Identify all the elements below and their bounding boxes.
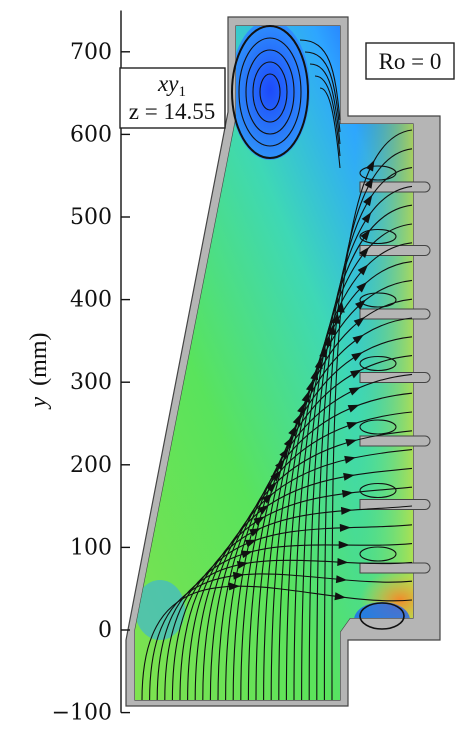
section-annotation: xy1 z = 14.55 bbox=[119, 67, 226, 129]
inlet-region bbox=[135, 580, 185, 640]
wall-slot bbox=[359, 308, 431, 320]
streamline-arrow bbox=[345, 438, 358, 447]
streamline-arrow bbox=[334, 592, 346, 601]
y-axis-label-var: y bbox=[26, 396, 52, 409]
wall-slot bbox=[359, 181, 431, 193]
streamline-arrow bbox=[335, 575, 348, 584]
streamline-arrow bbox=[357, 264, 369, 276]
y-tick-label: 400 bbox=[70, 288, 112, 313]
streamline-arrow bbox=[350, 369, 362, 379]
streamline-arrow bbox=[336, 301, 345, 313]
streamline-arrow bbox=[337, 558, 349, 566]
streamline-arrow bbox=[356, 282, 368, 293]
slot-vortex-streamline bbox=[359, 165, 397, 181]
streamline-arrow bbox=[344, 455, 356, 464]
streamline-arrow bbox=[364, 177, 374, 189]
vortex-streamline bbox=[238, 37, 302, 147]
streamline-arrow bbox=[341, 489, 354, 498]
wall-slot bbox=[359, 372, 431, 383]
streamline-arrow bbox=[314, 357, 323, 370]
streamline-arrow bbox=[353, 317, 365, 327]
y-axis-label: y (mm) bbox=[26, 333, 52, 410]
streamline-arrow bbox=[340, 506, 353, 515]
streamline-arrow bbox=[266, 481, 277, 493]
slot-vortex-streamline bbox=[359, 482, 397, 499]
streamline-arrow bbox=[363, 194, 373, 207]
streamline-arrow bbox=[257, 504, 269, 515]
streamline-arrow bbox=[360, 229, 371, 241]
corner-vortex-streamline bbox=[359, 602, 405, 630]
streamline-arrow bbox=[319, 346, 328, 358]
y-tick-label: 700 bbox=[70, 40, 112, 65]
streamline-arrow bbox=[346, 422, 359, 430]
streamline-arrow bbox=[339, 523, 351, 532]
streamline-arrow bbox=[358, 246, 370, 258]
rossby-annotation-box bbox=[365, 42, 455, 80]
y-tick-label: 200 bbox=[70, 453, 112, 478]
streamline-arrow bbox=[332, 312, 341, 324]
wall-slot bbox=[359, 562, 431, 574]
vortex-streamline bbox=[259, 73, 281, 111]
streamline-arrow bbox=[323, 334, 332, 347]
section-annotation-box bbox=[119, 67, 226, 129]
streamline-arrow bbox=[347, 404, 360, 413]
y-axis-label-unit: (mm) bbox=[26, 333, 52, 386]
slot-vortex-streamline bbox=[359, 419, 397, 435]
streamline-arrow bbox=[361, 212, 372, 224]
fluid-domain bbox=[135, 26, 413, 700]
streamline bbox=[304, 51, 341, 133]
vortex-streamline bbox=[245, 49, 295, 135]
section-label-sub: 1 bbox=[178, 84, 186, 100]
wall-slot bbox=[359, 245, 431, 256]
z-label: z = 14.55 bbox=[129, 99, 215, 124]
streamline-arrow bbox=[343, 472, 355, 481]
y-tick-label: 300 bbox=[70, 370, 112, 395]
streamline-arrow bbox=[348, 387, 361, 396]
streamline-arrow bbox=[351, 352, 363, 362]
slot-vortex-streamline bbox=[359, 546, 397, 562]
streamlines bbox=[141, 25, 413, 701]
streamline-arrow bbox=[244, 539, 257, 548]
y-tick-label: 500 bbox=[70, 205, 112, 230]
y-tick-label: 100 bbox=[70, 535, 112, 560]
wall-slot bbox=[359, 499, 431, 510]
streamline bbox=[309, 63, 341, 145]
wall-slot bbox=[359, 435, 431, 447]
slot-vortex-streamline bbox=[359, 292, 397, 308]
y-tick-label: 0 bbox=[98, 618, 112, 643]
vortex-streamline bbox=[231, 25, 309, 159]
streamline-arrow bbox=[365, 159, 375, 172]
slot-vortex-streamline bbox=[359, 228, 397, 245]
rossby-label: Ro = 0 bbox=[379, 49, 442, 74]
rossby-annotation: Ro = 0 bbox=[365, 42, 455, 80]
streamline-arrow bbox=[310, 368, 319, 381]
slot-vortex-streamline bbox=[359, 355, 397, 372]
y-tick-label: −100 bbox=[52, 701, 112, 726]
streamline-arrow bbox=[352, 334, 364, 345]
vortex-streamline bbox=[252, 61, 288, 123]
section-label-main: xy bbox=[157, 71, 179, 96]
y-axis: 700 600 500 400 300 200 100 0 −100 bbox=[52, 10, 130, 726]
streamline bbox=[299, 39, 341, 121]
y-tick-label: 600 bbox=[70, 122, 112, 147]
streamline bbox=[314, 75, 341, 157]
streamline-arrow bbox=[328, 323, 336, 336]
streamline-arrow bbox=[236, 560, 249, 569]
streamline-arrow bbox=[355, 299, 366, 310]
streamline bbox=[319, 87, 341, 169]
streamline-arrow bbox=[338, 540, 350, 549]
vortex-region bbox=[230, 26, 310, 160]
section-label: xy1 bbox=[157, 71, 186, 100]
slot-group bbox=[359, 181, 431, 574]
domain-geometry bbox=[125, 16, 441, 707]
